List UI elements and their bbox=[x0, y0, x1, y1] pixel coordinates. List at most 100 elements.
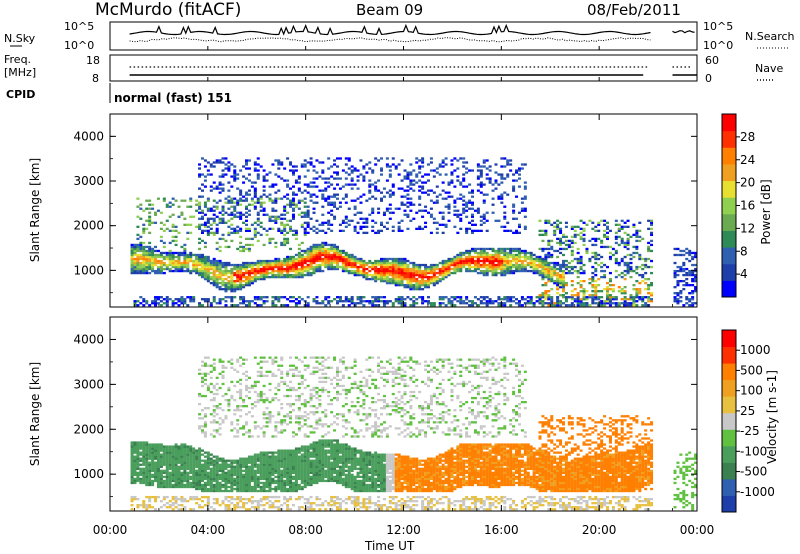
power-cell bbox=[262, 271, 266, 275]
power-cell bbox=[561, 263, 565, 267]
power-cell bbox=[203, 271, 207, 275]
power-cell bbox=[391, 271, 395, 275]
power-cell bbox=[338, 251, 342, 255]
power-cell bbox=[506, 267, 510, 271]
power-cell bbox=[426, 179, 430, 182]
power-cell bbox=[168, 251, 172, 255]
power-cell bbox=[183, 247, 187, 251]
velocity-cell bbox=[198, 457, 202, 460]
power-cell bbox=[450, 181, 454, 184]
velocity-cell bbox=[183, 475, 187, 479]
power-cell bbox=[453, 185, 457, 188]
power-cell bbox=[145, 300, 149, 303]
power-cell bbox=[409, 209, 413, 212]
power-cell bbox=[271, 199, 275, 202]
power-cell bbox=[620, 241, 624, 245]
power-cell bbox=[265, 179, 269, 182]
velocity-cell bbox=[215, 499, 219, 503]
power-cell bbox=[215, 275, 219, 279]
power-cell bbox=[130, 255, 134, 259]
velocity-cell bbox=[183, 485, 187, 489]
power-cell bbox=[688, 273, 692, 277]
power-cell bbox=[418, 209, 422, 212]
power-cell bbox=[482, 183, 486, 186]
velocity-cell bbox=[198, 487, 202, 491]
power-cell bbox=[473, 223, 477, 226]
power-cell bbox=[600, 255, 604, 259]
velocity-cell bbox=[136, 504, 140, 507]
power-cell bbox=[212, 233, 216, 237]
power-cell bbox=[156, 269, 160, 273]
power-cell bbox=[362, 225, 366, 228]
power-cell bbox=[494, 269, 498, 273]
velocity-cell bbox=[130, 453, 134, 456]
power-cell bbox=[614, 249, 618, 253]
velocity-cell bbox=[142, 453, 146, 456]
power-cell bbox=[333, 261, 337, 265]
power-cell bbox=[623, 273, 627, 277]
power-cell bbox=[374, 279, 378, 283]
power-cell bbox=[444, 225, 448, 228]
power-cell bbox=[403, 263, 407, 267]
velocity-cell bbox=[162, 461, 166, 464]
power-cell bbox=[456, 209, 460, 212]
power-cell bbox=[283, 223, 287, 226]
velocity-cell bbox=[168, 461, 172, 464]
velocity-cell bbox=[142, 475, 146, 479]
power-cell bbox=[456, 257, 460, 261]
power-cell bbox=[591, 265, 595, 269]
power-cell bbox=[644, 288, 648, 291]
power-cell bbox=[400, 275, 404, 279]
power-cell bbox=[239, 267, 243, 271]
velocity-cell bbox=[186, 463, 190, 466]
power-cell bbox=[256, 175, 260, 178]
power-cell bbox=[482, 265, 486, 269]
power-cell bbox=[177, 261, 181, 265]
velocity-cell bbox=[145, 475, 149, 479]
power-cell bbox=[550, 279, 554, 283]
velocity-cell bbox=[227, 473, 231, 477]
power-cell bbox=[165, 263, 169, 267]
power-cell bbox=[541, 294, 545, 297]
velocity-cell bbox=[180, 443, 184, 446]
velocity-cell bbox=[130, 445, 134, 448]
power-cell bbox=[553, 261, 557, 265]
power-cell bbox=[268, 267, 272, 271]
power-cell bbox=[309, 247, 313, 251]
power-cell bbox=[236, 273, 240, 277]
power-cell bbox=[203, 159, 207, 162]
power-cell bbox=[130, 261, 134, 265]
power-cell bbox=[576, 261, 580, 265]
power-cell bbox=[415, 271, 419, 275]
power-cell bbox=[294, 298, 298, 301]
power-cell bbox=[145, 255, 149, 259]
power-cell bbox=[356, 298, 360, 301]
velocity-cell bbox=[177, 457, 181, 460]
velocity-cell bbox=[139, 463, 143, 466]
power-cell bbox=[673, 253, 677, 257]
power-cell bbox=[359, 257, 363, 261]
power-cell bbox=[221, 277, 225, 281]
power-cell bbox=[200, 269, 204, 273]
power-cell bbox=[203, 298, 207, 301]
power-cell bbox=[468, 207, 472, 210]
power-cell bbox=[582, 229, 586, 233]
power-cell bbox=[139, 247, 143, 251]
power-cell bbox=[306, 183, 310, 186]
power-cell bbox=[142, 255, 146, 259]
power-cell bbox=[479, 173, 483, 176]
power-cell bbox=[297, 199, 301, 202]
power-cell bbox=[520, 207, 524, 210]
power-cell bbox=[230, 211, 234, 214]
power-cell bbox=[139, 249, 143, 253]
power-cell bbox=[274, 197, 278, 200]
power-cell bbox=[512, 189, 516, 192]
power-cell bbox=[321, 245, 325, 249]
velocity-cell bbox=[142, 457, 146, 460]
colorbar-swatch bbox=[722, 247, 736, 265]
velocity-cell bbox=[195, 449, 199, 452]
velocity-cell bbox=[203, 431, 207, 434]
power-cell bbox=[435, 265, 439, 269]
power-cell bbox=[588, 277, 592, 281]
power-cell bbox=[183, 251, 187, 255]
